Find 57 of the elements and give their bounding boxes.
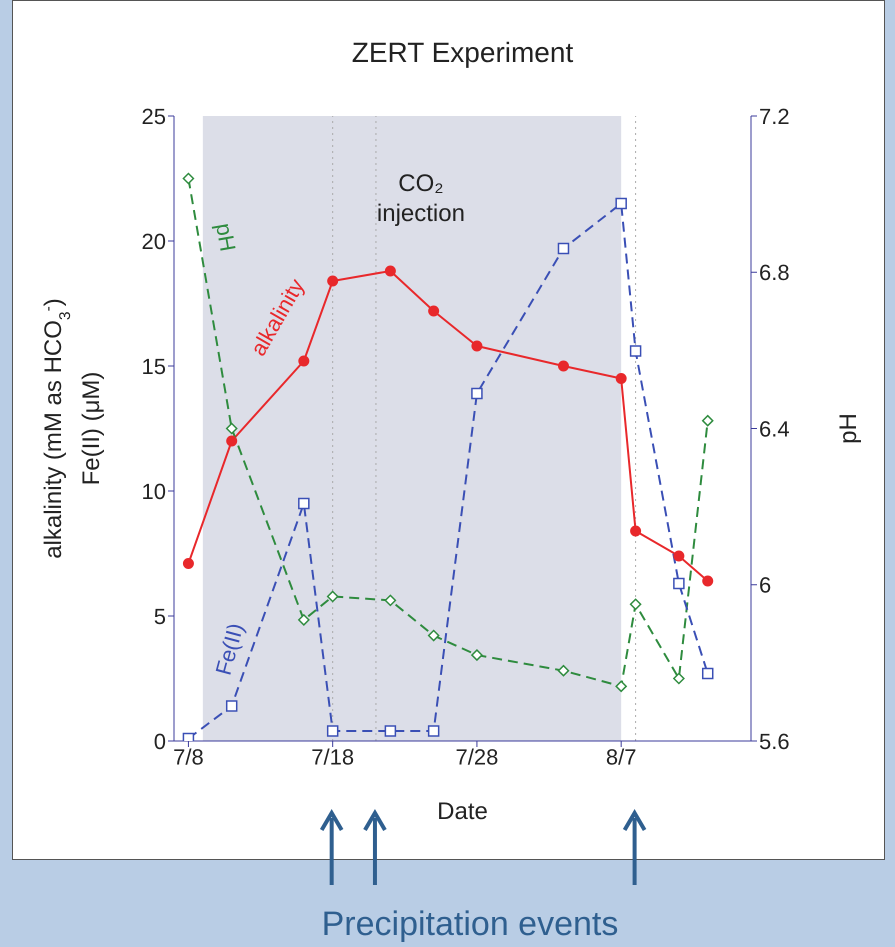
point <box>615 680 627 692</box>
point <box>558 360 569 372</box>
text: Precipitation events <box>322 905 618 943</box>
point <box>298 356 310 366</box>
y-tick-label: 25 <box>142 104 166 129</box>
point <box>673 578 685 590</box>
y-tick-label: 20 <box>142 228 166 254</box>
y2-tick-label: 6.4 <box>759 416 790 442</box>
chart-title: ZERT Experiment <box>350 37 574 69</box>
point <box>428 725 440 737</box>
point <box>471 649 483 661</box>
text: pH <box>211 221 241 254</box>
y2-tick-label: 5.6 <box>759 728 790 754</box>
y-tick-label: 0 <box>154 728 166 754</box>
point <box>384 266 396 276</box>
point <box>702 414 714 426</box>
point <box>702 576 714 586</box>
point <box>298 498 310 510</box>
point <box>615 198 627 210</box>
x-tick-label: 7/18 <box>311 744 354 770</box>
y2-tick-label: 6.8 <box>759 260 790 286</box>
point <box>326 590 338 602</box>
x-tick-label: 7/8 <box>173 744 204 770</box>
point <box>226 422 238 434</box>
point <box>673 672 685 684</box>
band-label: CO₂ injection <box>376 170 465 227</box>
point <box>327 276 338 286</box>
point <box>630 526 642 536</box>
point <box>384 725 396 737</box>
y2-tick-label: 6 <box>759 572 772 598</box>
point <box>298 614 310 626</box>
point <box>702 668 714 680</box>
y-tick-label: 15 <box>142 354 166 379</box>
point <box>182 172 194 184</box>
point <box>384 594 396 606</box>
y2-tick-label: 7.2 <box>759 104 790 129</box>
point <box>630 345 642 357</box>
x-axis-title: Date <box>437 798 488 825</box>
point <box>326 725 338 737</box>
point <box>630 598 642 610</box>
point <box>428 630 440 642</box>
y-tick-label: 10 <box>142 478 166 504</box>
point <box>182 558 194 569</box>
x-tick-label: 7/28 <box>456 744 498 770</box>
x-tick-label: 8/7 <box>606 744 636 770</box>
point <box>558 664 570 676</box>
text: Fe(II) <box>210 620 248 678</box>
point <box>673 550 684 562</box>
point <box>226 700 238 712</box>
point <box>226 436 238 446</box>
point <box>471 340 482 352</box>
y2-axis-title: pH <box>835 413 862 444</box>
point <box>471 388 483 400</box>
y-tick-label: 5 <box>154 604 166 629</box>
point <box>428 306 440 316</box>
point <box>558 242 570 254</box>
point <box>616 373 627 384</box>
